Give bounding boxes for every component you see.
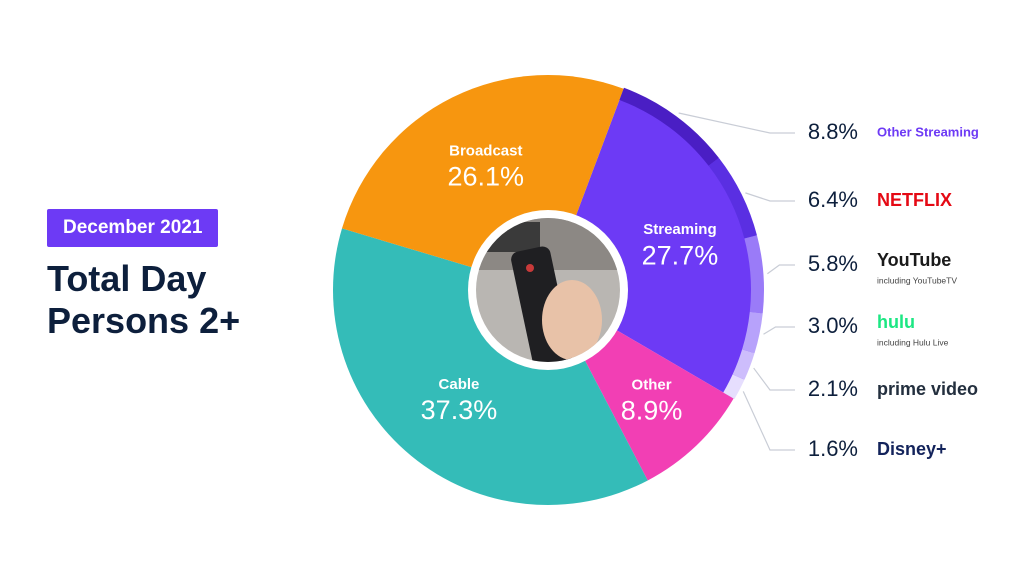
connector-line (678, 112, 795, 134)
streaming-ring-segment (744, 235, 764, 314)
breakdown-value-label: 5.8% (808, 251, 858, 276)
slice-value-label: 27.7% (642, 240, 719, 270)
brand-label: hulu (877, 312, 915, 332)
breakdown-value-label: 8.8% (808, 119, 858, 144)
streaming-ring-segment (619, 87, 719, 166)
breakdown-value-label: 6.4% (808, 187, 858, 212)
labels: Streaming 27.7% Other 8.9% Cable 37.3% Broadca… (421, 112, 979, 461)
donut-slice (333, 228, 648, 505)
brand-note: including YouTubeTV (877, 275, 957, 285)
chart-title: Total Day Persons 2+ (47, 258, 241, 341)
brand-label: YouTube (877, 250, 951, 270)
slice-label: Cable (439, 376, 480, 393)
streaming-ring-segment (732, 349, 755, 380)
slice-label: Streaming (643, 221, 716, 238)
center-photo (468, 210, 628, 370)
breakdown-value-label: 2.1% (808, 376, 858, 401)
connector-line (763, 326, 795, 335)
streaming-ring-segment (723, 374, 745, 400)
brand-label: NETFLIX (877, 190, 952, 210)
slice-label: Other (632, 376, 672, 393)
brand-label: Other Streaming (877, 124, 979, 139)
slice-value-label: 26.1% (448, 162, 525, 192)
breakdown-value-label: 3.0% (808, 313, 858, 338)
connector-line (742, 391, 795, 451)
date-badge: December 2021 (47, 209, 219, 247)
slice-value-label: 8.9% (621, 396, 683, 426)
brand-note: including Hulu Live (877, 337, 949, 347)
connector-line (745, 192, 795, 202)
brand-label: prime video (877, 379, 978, 399)
streaming-ring-segment (742, 311, 763, 354)
breakdown-value-label: 1.6% (808, 436, 858, 461)
streaming-ring-segment (708, 157, 757, 239)
connector-line (753, 367, 795, 391)
brand-label: Disney+ (877, 439, 947, 459)
connector-line (767, 264, 795, 275)
slice-value-label: 37.3% (421, 395, 498, 425)
slice-label: Broadcast (449, 143, 522, 160)
